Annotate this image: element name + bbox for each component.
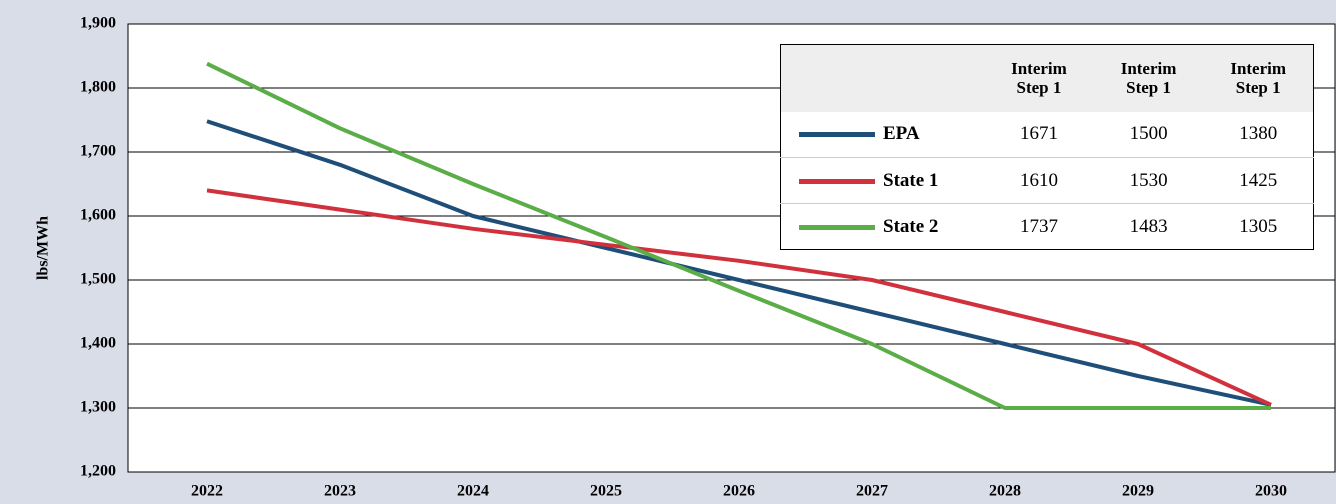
x-tick-label: 2029	[1122, 483, 1154, 500]
column-header: Interim Step 1	[1120, 59, 1177, 98]
legend-swatch	[799, 224, 875, 230]
series-line	[206, 188, 1272, 407]
table-row: State 1 1610 1530 1425	[780, 158, 1314, 204]
y-tick-label: 1,700	[80, 143, 116, 160]
y-tick-label: 1,300	[80, 399, 116, 416]
y-tick-label: 1,600	[80, 207, 116, 224]
legend-entry: State 1	[781, 158, 985, 204]
x-tick-label: 2030	[1255, 483, 1287, 500]
series-line	[206, 119, 1272, 407]
legend-label: EPA	[883, 123, 920, 145]
x-tick-label: 2022	[191, 483, 223, 500]
y-tick-label: 1,400	[80, 335, 116, 352]
y-axis-label: lbs/MWh	[35, 216, 52, 280]
legend-entry: EPA	[781, 112, 985, 158]
legend-swatch	[799, 178, 875, 184]
table-row: EPA 1671 1500 1380	[780, 112, 1314, 158]
legend-label: State 1	[883, 169, 939, 191]
y-tick-label: 1,200	[80, 463, 116, 480]
table-cell: 1500	[1129, 123, 1168, 145]
series-line	[206, 61, 1271, 410]
legend-entry: State 2	[781, 204, 985, 250]
table-header: Interim Step 1 Interim Step 1 Interim Step…	[780, 44, 1314, 112]
corner	[781, 45, 985, 112]
table-cell: 1380	[1239, 123, 1278, 145]
legend-table: Interim Step 1 Interim Step 1 Interim Step…	[780, 44, 1314, 250]
x-tick-label: 2026	[723, 483, 755, 500]
y-tick-label: 1,800	[80, 79, 116, 96]
table-cell: 1483	[1129, 215, 1168, 237]
legend-label: State 2	[883, 215, 939, 237]
table-cell: 1305	[1239, 215, 1278, 237]
x-tick-label: 2024	[457, 483, 489, 500]
table-cell: 1737	[1019, 215, 1058, 237]
column-header: Interim Step 1	[1011, 59, 1067, 98]
table-cell: 1610	[1019, 169, 1058, 191]
x-tick-label: 2028	[989, 483, 1021, 500]
y-tick-label: 1,900	[80, 15, 116, 32]
column-header: Interim Step 1	[1230, 59, 1287, 98]
table-cell: 1671	[1019, 123, 1058, 145]
table-cell: 1530	[1129, 169, 1168, 191]
x-tick-label: 2025	[590, 483, 622, 500]
table-cell: 1425	[1239, 169, 1278, 191]
x-tick-label: 2023	[324, 483, 356, 500]
x-tick-label: 2027	[856, 483, 888, 500]
y-tick-label: 1,500	[80, 271, 116, 288]
legend-swatch	[799, 132, 875, 138]
table-row: State 2 1737 1483 1305	[781, 204, 1314, 250]
